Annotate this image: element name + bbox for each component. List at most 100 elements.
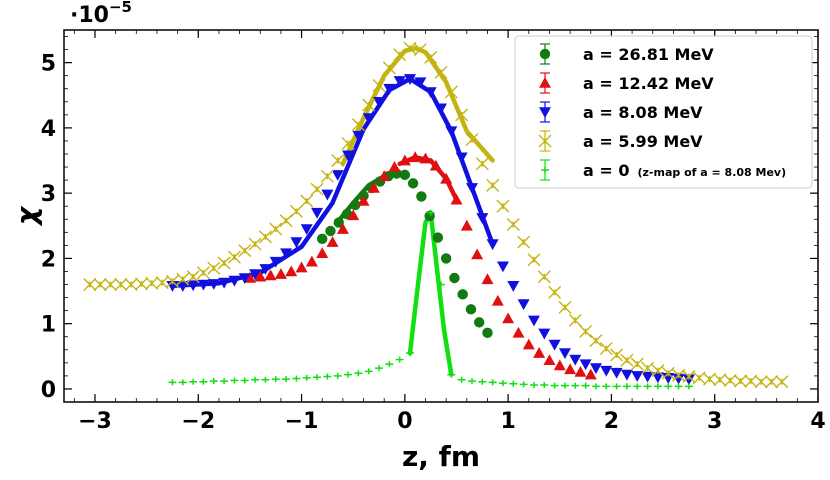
data-point [228, 275, 241, 287]
x-tick-label: −3 [78, 409, 112, 434]
data-point [367, 181, 380, 193]
data-point [238, 273, 251, 284]
y-tick-label: 3 [41, 182, 56, 207]
data-point [435, 103, 447, 115]
data-point [168, 379, 177, 386]
data-point [449, 272, 460, 284]
data-point [765, 375, 779, 389]
data-point [419, 152, 432, 164]
data-point [486, 178, 500, 192]
data-point [672, 368, 686, 382]
data-point [519, 381, 528, 388]
data-point [114, 278, 128, 292]
data-point [744, 374, 758, 388]
data-point [178, 379, 187, 386]
data-point [269, 256, 282, 268]
data-point [285, 265, 298, 277]
data-point [357, 194, 370, 206]
legend-label: a = 8.08 MeV [583, 103, 703, 122]
data-point [351, 118, 365, 132]
data-point [558, 300, 572, 314]
data-point [227, 250, 241, 264]
data-point [653, 383, 662, 390]
data-point [325, 225, 336, 237]
legend-label: a = 26.81 MeV [583, 45, 714, 64]
data-point [682, 374, 695, 386]
legend-marker [538, 134, 552, 148]
data-point [568, 313, 582, 327]
data-point [248, 237, 262, 251]
data-point [475, 157, 489, 171]
data-point [548, 285, 562, 299]
data-point [331, 154, 345, 168]
legend-marker [539, 48, 551, 60]
data-point [602, 383, 611, 390]
legend-marker [539, 107, 551, 118]
legend: a = 26.81 MeV a = 12.42 MeV a = 8.08 MeV a … [514, 35, 813, 189]
y-tick-label: 5 [41, 52, 56, 77]
data-point [282, 376, 291, 383]
data-point [302, 374, 311, 381]
data-point [529, 382, 538, 389]
data-point [482, 327, 493, 339]
data-point [207, 261, 221, 275]
data-point [444, 85, 458, 99]
data-point [486, 239, 499, 251]
data-point [375, 365, 384, 372]
data-point [496, 199, 510, 213]
data-point [488, 379, 497, 386]
data-point [569, 354, 582, 366]
data-point [165, 274, 179, 288]
data-point [290, 237, 303, 249]
data-markers [83, 41, 789, 390]
x-tick-label: 3 [707, 409, 722, 434]
data-point [295, 261, 308, 273]
data-point [538, 328, 551, 340]
y-axis-label: χ [10, 205, 43, 227]
data-point [437, 281, 445, 288]
data-point [429, 159, 442, 171]
data-point [230, 377, 239, 384]
x-tick-label: 2 [604, 409, 619, 434]
data-point [199, 378, 208, 385]
data-point [622, 383, 631, 390]
data-point [393, 76, 406, 87]
data-point [426, 209, 435, 216]
legend-label: a = 12.42 MeV [583, 74, 714, 93]
data-point [445, 126, 458, 138]
data-point [589, 363, 602, 375]
data-point [220, 378, 229, 385]
data-point [310, 182, 324, 196]
data-point [333, 372, 342, 379]
data-point [507, 281, 520, 292]
data-point [189, 378, 198, 385]
data-point [641, 371, 654, 383]
data-point [548, 339, 561, 351]
data-point [571, 382, 580, 389]
data-point [450, 193, 463, 205]
legend-note: (z-map of a = 8.08 Mev) [637, 166, 786, 179]
data-point [300, 224, 313, 236]
data-point [409, 151, 422, 163]
data-point [187, 280, 200, 292]
data-point [481, 273, 494, 285]
data-point [661, 366, 675, 380]
data-point [393, 48, 407, 62]
data-point [465, 133, 479, 147]
y-tick-label: 1 [41, 313, 56, 338]
data-point [581, 382, 590, 389]
data-point [336, 223, 349, 234]
data-point [467, 378, 476, 385]
data-point [103, 278, 117, 292]
data-point [651, 372, 664, 384]
data-point [754, 375, 768, 389]
data-point [209, 378, 218, 385]
data-point [145, 276, 159, 290]
data-point [317, 233, 328, 245]
data-point [527, 315, 540, 327]
data-point [589, 334, 603, 348]
data-point [584, 368, 597, 380]
data-point [651, 364, 665, 378]
data-point [403, 41, 417, 55]
